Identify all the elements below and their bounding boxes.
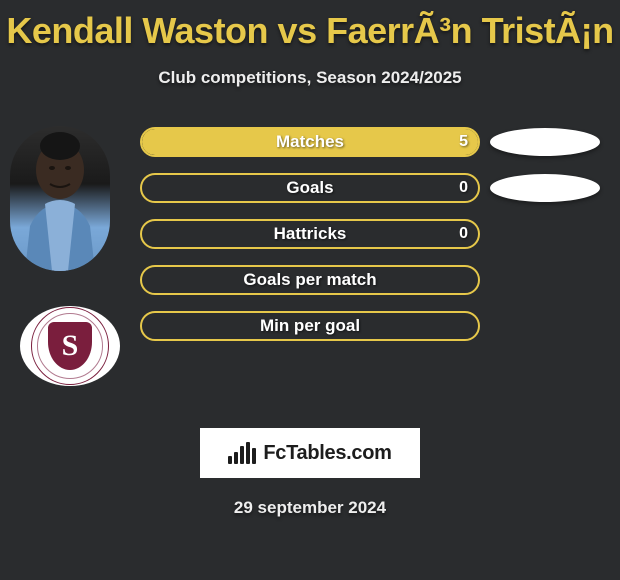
stat-bar-label: Hattricks [142,221,478,247]
stat-bars: Matches5Goals0Hattricks0Goals per matchM… [140,126,620,356]
opponent-blob [490,174,600,202]
stat-bar-row: Hattricks0 [140,218,610,250]
stat-bar-value: 0 [459,221,468,247]
stat-bar-row: Matches5 [140,126,610,158]
bars-icon [228,442,256,464]
fctables-text: FcTables.com [263,442,391,465]
stat-bar-track: Matches5 [140,127,480,157]
fctables-badge: FcTables.com [200,428,420,478]
stat-bar-track: Goals per match [140,265,480,295]
stat-bar-value: 0 [459,175,468,201]
stat-bar-label: Goals [142,175,478,201]
date-text: 29 september 2024 [0,498,620,518]
stat-bar-row: Goals per match [140,264,610,296]
player-silhouette-icon [10,126,110,271]
stat-bar-track: Hattricks0 [140,219,480,249]
club-badge-inner: S [31,307,109,385]
stat-bar-track: Min per goal [140,311,480,341]
stat-bar-track: Goals0 [140,173,480,203]
stat-bar-label: Min per goal [142,313,478,339]
stat-bar-label: Matches [142,129,478,155]
stat-bar-row: Goals0 [140,172,610,204]
stat-bar-label: Goals per match [142,267,478,293]
comparison-content: S Matches5Goals0Hattricks0Goals per matc… [0,126,620,386]
player-photo [10,126,110,271]
page-subtitle: Club competitions, Season 2024/2025 [0,68,620,88]
page-title: Kendall Waston vs FaerrÃ³n TristÃ¡n [0,0,620,52]
stat-bar-row: Min per goal [140,310,610,342]
stat-bar-value: 5 [459,129,468,155]
opponent-blob [490,128,600,156]
club-badge: S [20,306,120,386]
left-column: S [0,126,140,386]
club-badge-ring [37,313,103,379]
